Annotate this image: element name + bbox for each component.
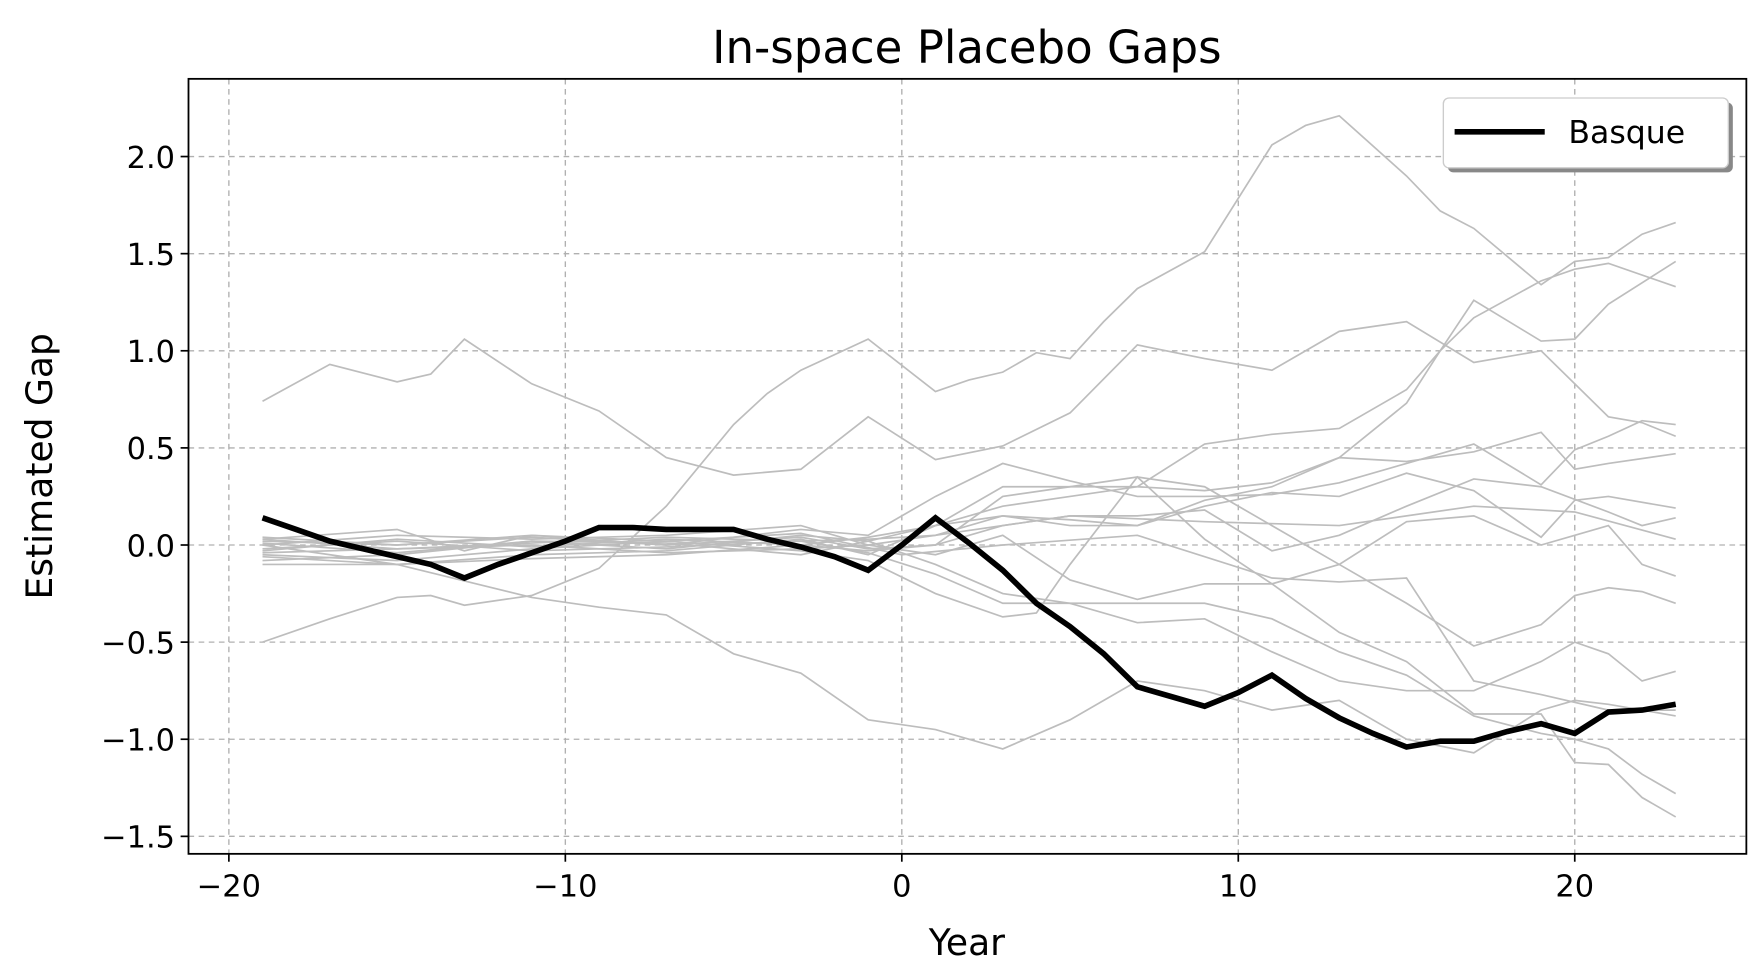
legend-label-basque: Basque (1568, 115, 1685, 151)
y-tick-label: 0.5 (127, 432, 175, 467)
placebo-line-3 (262, 544, 1676, 754)
x-tick-label: −10 (533, 870, 597, 905)
legend-box (1442, 97, 1730, 169)
y-tick-label: 1.0 (127, 335, 175, 370)
y-tick-label: −0.5 (101, 626, 175, 661)
placebo-line-12 (262, 515, 1676, 601)
placebo-line-9 (262, 431, 1676, 566)
x-axis-label: Year (928, 923, 1005, 964)
placebo-line-10 (262, 472, 1676, 546)
main-series (261, 514, 1677, 750)
placebo-line-2 (262, 114, 1676, 643)
chart-title: In-space Placebo Gaps (712, 21, 1221, 74)
x-tick-label: −20 (197, 870, 261, 905)
x-tick-label: 10 (1219, 870, 1258, 905)
placebo-line-16 (262, 528, 1676, 711)
placebo-line-15 (262, 505, 1676, 550)
x-tick-label: 20 (1555, 870, 1594, 905)
legend: Basque (1442, 97, 1733, 173)
y-tick-label: 1.5 (127, 238, 175, 273)
placebo-line-11 (262, 478, 1676, 566)
y-tick-label: 2.0 (127, 141, 175, 176)
placebo-line-8 (262, 419, 1676, 546)
placebo-line-14 (262, 540, 1677, 795)
axis-ticks: −20 −10 0 10 20 −1.5 −1.0 −0.5 0.0 0.5 1.0 1.5 2.0 (101, 141, 1594, 905)
plot-frame (187, 77, 1748, 855)
y-tick-label: −1.0 (101, 724, 175, 759)
placebo-line-13 (262, 540, 1676, 692)
placebo-line-1 (262, 320, 1677, 476)
placebo-lines (262, 114, 1677, 818)
y-axis-label: Estimated Gap (20, 333, 61, 599)
x-tick-label: 0 (892, 870, 911, 905)
placebo-line-5 (262, 476, 1676, 647)
basque-line (261, 514, 1677, 750)
y-tick-label: −1.5 (101, 821, 175, 856)
y-tick-label: 0.0 (127, 529, 175, 564)
